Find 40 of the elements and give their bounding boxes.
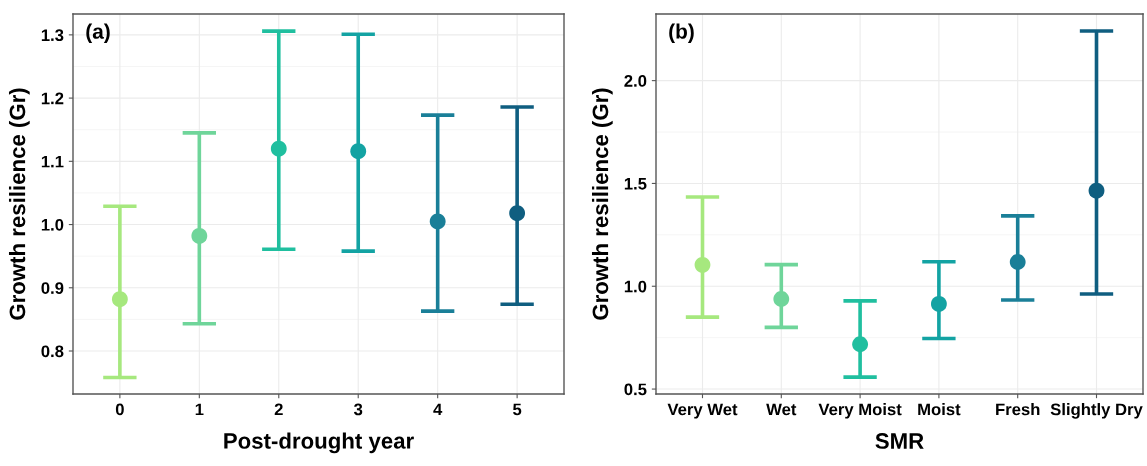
x-tick-label: Fresh: [996, 403, 1040, 416]
y-tick-label: 1.2: [41, 92, 64, 105]
y-tick-label: 1.1: [41, 155, 64, 168]
x-tick-label: Very Wet: [667, 403, 738, 419]
y-tick-label: 1.0: [41, 218, 64, 231]
x-tick-label: 5: [513, 403, 522, 416]
y-tick-label: 1.0: [624, 280, 647, 293]
point: [930, 296, 947, 312]
x-tick-label: Very Moist: [818, 403, 902, 419]
y-tick-label: 0.8: [41, 345, 64, 358]
x-tick-label: Slightly Dry: [1050, 403, 1143, 419]
point: [111, 291, 128, 308]
point: [773, 291, 790, 307]
y-axis-title: Growth resilience (Gr): [8, 88, 30, 320]
point: [1009, 254, 1026, 270]
x-tick-label: Wet: [766, 403, 797, 416]
point: [694, 256, 711, 273]
y-axis-title: Growth resilience (Gr): [591, 88, 613, 320]
point: [191, 228, 208, 244]
y-tick-label: 1.3: [41, 29, 64, 42]
x-tick-label: Moist: [918, 403, 961, 416]
y-tick-label: 0.5: [624, 383, 647, 396]
x-tick-label: 2: [274, 403, 283, 416]
chart-title: (b): [669, 23, 694, 43]
point: [852, 336, 869, 353]
y-tick-label: 0.9: [41, 282, 64, 294]
x-axis-title: Post-drought year: [224, 432, 414, 454]
x-axis-title: SMR: [875, 433, 924, 449]
y-tick-label: 1.5: [624, 178, 647, 190]
x-tick-label: 1: [195, 403, 204, 416]
point: [1088, 182, 1105, 199]
x-tick-label: 0: [115, 403, 124, 416]
point: [509, 205, 526, 222]
point: [350, 143, 367, 160]
point: [429, 213, 446, 230]
chart-title: (a): [86, 23, 110, 43]
x-tick-label: 4: [433, 403, 443, 416]
x-tick-label: 3: [353, 403, 363, 416]
point: [270, 140, 287, 157]
y-tick-label: 2.0: [624, 75, 647, 87]
